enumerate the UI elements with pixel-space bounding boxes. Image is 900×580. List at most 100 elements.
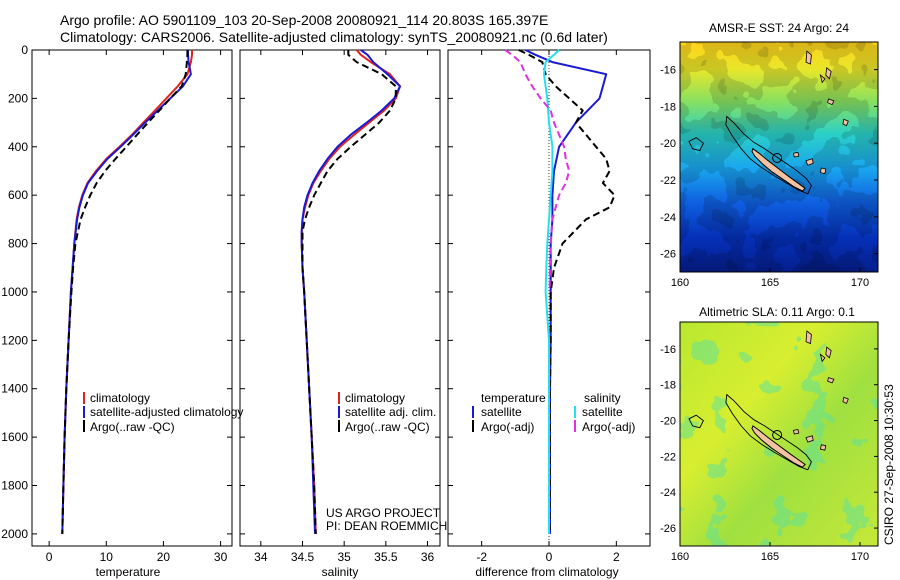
- sst_map-vanuatu-island: [842, 118, 849, 127]
- depth-y-tick-label: 0: [21, 43, 28, 57]
- sst_map-loyalty-island: [805, 158, 814, 166]
- temperature-legend-item: climatology: [90, 391, 150, 405]
- sla_map-loyalty-island: [792, 429, 800, 435]
- temperature-series-line-2: [61, 50, 192, 534]
- sla_map-new-caledonia-land: [751, 425, 806, 468]
- sst-map-frame: [679, 41, 879, 273]
- depth-y-tick-label: 200: [8, 91, 28, 105]
- salinity-x-axis-label: salinity: [322, 565, 359, 579]
- sla_map-lon-tick-label: 165: [761, 551, 779, 563]
- sst_map-reef-outline: [725, 115, 812, 195]
- sla_map-reef-outline: [725, 393, 812, 471]
- sla_map-lon-tick-label: 160: [671, 551, 689, 563]
- difference-legend-item: Argo(-adj): [582, 420, 635, 434]
- figure-title-line1: Argo profile: AO 5901109_103 20-Sep-2008…: [60, 12, 548, 28]
- sla_map-lon-tick-label: 170: [851, 551, 869, 563]
- sst_map-vanuatu-island: [827, 98, 835, 106]
- sla_map-reef-outline-west: [688, 414, 704, 429]
- sla_map-lat-tick-label: -18: [660, 380, 676, 392]
- depth-y-tick-label: 1000: [1, 285, 28, 299]
- difference-x-tick-label: 2: [613, 550, 620, 564]
- temperature-series-line-1: [61, 50, 193, 534]
- temperature-legend-item: Argo(..raw -QC): [90, 420, 175, 434]
- difference-legend-header-salinity: salinity: [584, 391, 621, 405]
- sst-map-panel: AMSR-E SST: 24 Argo: 24 160 165 170 -16 -18 -…: [660, 21, 879, 289]
- depth-y-tick-label: 800: [8, 237, 28, 251]
- salinity-x-tick-label: 35: [337, 550, 351, 564]
- temperature-profile-panel: 0 10 20 30 0 200 400 600 800 1000 1200 1400 1600 1800…: [1, 43, 243, 579]
- difference-series-line-2: [518, 49, 616, 534]
- sla_map-loyalty-island: [805, 435, 814, 443]
- difference-x-tick-label: -2: [476, 550, 487, 564]
- salinity-legend-item: Argo(..raw -QC): [345, 420, 430, 434]
- salinity-legend-item: climatology: [345, 391, 405, 405]
- salinity-series-line-3: [301, 50, 397, 534]
- salinity-legend: climatology satellite adj. clim. Argo(..…: [338, 391, 436, 434]
- sst_map-lon-tick-label: 165: [761, 277, 779, 289]
- project-credit-line2: PI: DEAN ROEMMICH: [326, 519, 447, 533]
- salinity-series-line-2: [300, 49, 401, 534]
- temperature-x-tick-label: 30: [214, 550, 228, 564]
- difference-x-axis-label: difference from climatology: [475, 565, 618, 579]
- depth-y-tick-label: 400: [8, 140, 28, 154]
- difference-legend-item: Argo(-adj): [481, 420, 534, 434]
- depth-y-tick-label: 1200: [1, 333, 28, 347]
- sla_map-lat-tick-label: -26: [660, 523, 676, 535]
- difference-legend-item: satellite: [481, 405, 522, 419]
- sla_map-vanuatu-island: [827, 377, 835, 384]
- sla_map-vanuatu-island: [819, 353, 826, 363]
- salinity-plot-frame: [239, 49, 441, 547]
- salinity-x-tick-label: 35.5: [374, 550, 398, 564]
- difference-legend-item: satellite: [582, 405, 623, 419]
- sst_map-lat-tick-label: -20: [660, 138, 676, 150]
- sst_map-lon-tick-label: 170: [851, 277, 869, 289]
- salinity-x-tick-label: 34.5: [291, 550, 315, 564]
- figure-title-line2: Climatology: CARS2006. Satellite-adjuste…: [60, 29, 608, 45]
- sla_map-vanuatu-island: [842, 396, 849, 405]
- temperature-x-tick-label: 10: [100, 550, 114, 564]
- salinity-series-line-1: [300, 49, 401, 534]
- sla-texture: [680, 322, 878, 546]
- temperature-series-line-3: [61, 50, 189, 534]
- sst_map-vanuatu-island: [805, 50, 812, 65]
- sst_map-lat-tick-label: -16: [660, 65, 676, 77]
- difference-series-line-4: [504, 49, 571, 293]
- sst-map-title: AMSR-E SST: 24 Argo: 24: [709, 21, 849, 35]
- sst-texture: [680, 42, 878, 272]
- difference-series-line-1: [524, 49, 608, 534]
- temperature-x-tick-label: 0: [46, 550, 53, 564]
- salinity-x-tick-label: 34: [254, 550, 268, 564]
- sst_map-lat-tick-label: -18: [660, 101, 676, 113]
- sst_map-loyalty-island: [819, 167, 827, 175]
- sla_map-argo-profile-marker: [772, 429, 783, 440]
- depth-y-tick-label: 600: [8, 188, 28, 202]
- difference-legend-header-temperature: temperature: [481, 391, 546, 405]
- sla_map-lat-tick-label: -16: [660, 344, 676, 356]
- depth-y-tick-label: 1400: [1, 382, 28, 396]
- sst_map-reef-outline-west: [688, 137, 704, 152]
- depth-y-tick-label: 1600: [1, 430, 28, 444]
- sla_map-lat-tick-label: -24: [660, 487, 676, 499]
- difference-x-tick-label: 0: [546, 550, 553, 564]
- sla_map-loyalty-island: [819, 444, 827, 451]
- temperature-legend-item: satellite-adjusted climatology: [90, 405, 243, 419]
- project-credit-line1: US ARGO PROJECT: [326, 506, 441, 520]
- salinity-profile-panel: 34 34.5 35 35.5 36 salinity climatology sate…: [239, 49, 447, 579]
- depth-y-tick-label: 1800: [1, 479, 28, 493]
- difference-legend: temperature salinity satellite Argo(-adj…: [472, 391, 635, 434]
- sla_map-vanuatu-island: [825, 346, 832, 359]
- timestamp-stamp: CSIRO 27-Sep-2008 10:30:53: [882, 384, 896, 545]
- temperature-legend: climatology satellite-adjusted climatolo…: [83, 391, 243, 434]
- sla-map-panel: Altimetric SLA: 0.11 Argo: 0.1 160 165 170…: [660, 305, 879, 563]
- depth-y-tick-label: 2000: [1, 527, 28, 541]
- sla_map-lat-tick-label: -22: [660, 451, 676, 463]
- difference-series-line-3: [543, 49, 560, 534]
- sst_map-vanuatu-island: [825, 67, 832, 80]
- sst_map-argo-profile-marker: [772, 152, 783, 163]
- sst_map-vanuatu-island: [819, 74, 826, 84]
- salinity-legend-item: satellite adj. clim.: [345, 405, 436, 419]
- sst_map-new-caledonia-land: [751, 147, 806, 192]
- sst_map-lat-tick-label: -22: [660, 175, 676, 187]
- sst_map-lat-tick-label: -24: [660, 212, 676, 224]
